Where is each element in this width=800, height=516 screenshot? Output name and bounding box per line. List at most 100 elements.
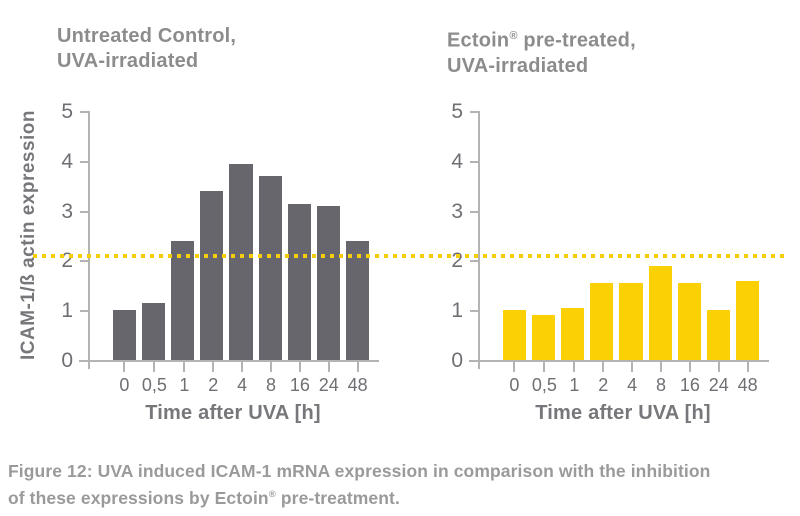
bar-0,5h xyxy=(532,315,556,360)
x-tick-mark xyxy=(513,361,516,372)
x-tick-mark xyxy=(717,361,720,372)
y-axis-label: ICAM-1/ß actin expression xyxy=(18,109,39,361)
x-tick-mark xyxy=(212,361,215,372)
x-tick-mark xyxy=(123,361,126,372)
y-tick-label: 4 xyxy=(451,149,463,173)
y-tick-0: 0 xyxy=(437,349,480,372)
y-tick-mark xyxy=(80,310,90,313)
bar-slot-1h xyxy=(171,112,195,360)
x-tick-label: 24 xyxy=(318,375,339,395)
bar-16h xyxy=(677,283,701,360)
y-tick-label: 0 xyxy=(61,349,73,372)
y-tick-0: 0 xyxy=(47,349,90,372)
bar-slot-16h xyxy=(677,112,701,360)
bar-8h xyxy=(648,265,672,360)
y-tick-label: 5 xyxy=(451,100,463,123)
x-axis-line xyxy=(469,360,769,362)
bar-slot-48h xyxy=(735,112,759,360)
y-tick-label: 0 xyxy=(451,349,463,372)
y-tick-mark xyxy=(470,160,480,163)
y-tick-4: 4 xyxy=(437,149,480,173)
x-axis-label: Time after UVA [h] xyxy=(145,402,321,424)
bars-untreated xyxy=(113,112,369,360)
bar-0h xyxy=(503,310,527,360)
y-tick-3: 3 xyxy=(47,199,90,223)
figure-caption: Figure 12: UVA induced ICAM-1 mRNA expre… xyxy=(8,461,711,508)
x-tick-2h: 2 xyxy=(592,361,615,401)
x-tick-4h: 4 xyxy=(231,361,254,401)
x-tick-mark xyxy=(327,361,330,372)
x-tick-48h: 48 xyxy=(736,361,759,401)
y-tick-label: 2 xyxy=(451,249,463,273)
y-tick-mark xyxy=(80,260,90,263)
x-tick-1h: 1 xyxy=(563,361,586,401)
bar-slot-4h xyxy=(619,112,643,360)
x-tick-label: 0 xyxy=(509,375,520,395)
y-tick-5: 5 xyxy=(47,101,90,122)
x-tick-mark xyxy=(746,361,749,372)
x-tick-8h: 8 xyxy=(260,361,283,401)
x-tick-mark xyxy=(631,361,634,372)
y-tick-mark xyxy=(80,210,90,213)
y-tick-mark xyxy=(470,360,480,362)
bar-4h xyxy=(619,283,643,360)
x-tick-mark xyxy=(688,361,691,372)
bars-ectoin xyxy=(503,112,759,360)
x-tick-label: 24 xyxy=(708,375,729,395)
chart-title-ectoin: Ectoin® pre-treated, UVA-irradiated xyxy=(447,29,636,77)
y-tick-3: 3 xyxy=(437,201,480,222)
bar-24h xyxy=(706,310,730,360)
reference-dotted-line xyxy=(33,254,785,259)
y-tick-mark xyxy=(470,111,480,113)
x-tick-24h: 24 xyxy=(707,361,730,401)
y-tick-mark xyxy=(470,260,480,263)
y-tick-mark xyxy=(470,310,480,313)
x-tick-label: 48 xyxy=(737,375,758,395)
x-tick-mark xyxy=(269,361,272,372)
y-tick-label: 4 xyxy=(61,149,73,173)
x-tick-mark xyxy=(573,361,576,372)
x-tick-mark xyxy=(183,361,186,372)
bar-16h xyxy=(287,203,311,360)
x-tick-label: 0,5 xyxy=(531,375,557,395)
bar-2h xyxy=(590,283,614,360)
x-tick-label: 4 xyxy=(237,375,248,395)
bar-2h xyxy=(200,191,224,360)
bar-0,5h xyxy=(142,302,166,360)
x-tick-label: 4 xyxy=(627,375,638,395)
bar-slot-1h xyxy=(561,112,585,360)
x-tick-mark xyxy=(241,361,244,372)
y-tick-1: 1 xyxy=(437,300,480,321)
bar-slot-2h xyxy=(590,112,614,360)
y-tick-label: 3 xyxy=(61,199,73,223)
x-tick-label: 48 xyxy=(347,375,368,395)
y-tick-4: 4 xyxy=(47,149,90,173)
x-tick-4h: 4 xyxy=(621,361,644,401)
x-tick-label: 1 xyxy=(569,375,580,395)
x-tick-label: 16 xyxy=(679,375,700,395)
y-axis-line xyxy=(88,112,90,369)
bar-0h xyxy=(113,310,137,360)
x-tick-label: 2 xyxy=(598,375,609,395)
bar-slot-8h xyxy=(648,112,672,360)
bar-48h xyxy=(735,280,759,360)
y-tick-2: 2 xyxy=(47,250,90,271)
bar-slot-0h xyxy=(113,112,137,360)
y-tick-mark xyxy=(470,210,480,213)
x-tick-label: 0,5 xyxy=(141,375,167,395)
bar-slot-0,5h xyxy=(142,112,166,360)
bar-slot-4h xyxy=(229,112,253,360)
x-tick-mark xyxy=(659,361,662,372)
x-tick-mark xyxy=(356,361,359,372)
x-tick-16h: 16 xyxy=(678,361,701,401)
y-tick-mark xyxy=(80,160,90,163)
bar-slot-0h xyxy=(503,112,527,360)
x-tick-2h: 2 xyxy=(202,361,225,401)
y-tick-2: 2 xyxy=(437,249,480,273)
x-tick-label: 8 xyxy=(265,375,276,395)
x-axis-ticks: 0 0,5 1 2 4 8 16 24 48 xyxy=(113,361,369,401)
